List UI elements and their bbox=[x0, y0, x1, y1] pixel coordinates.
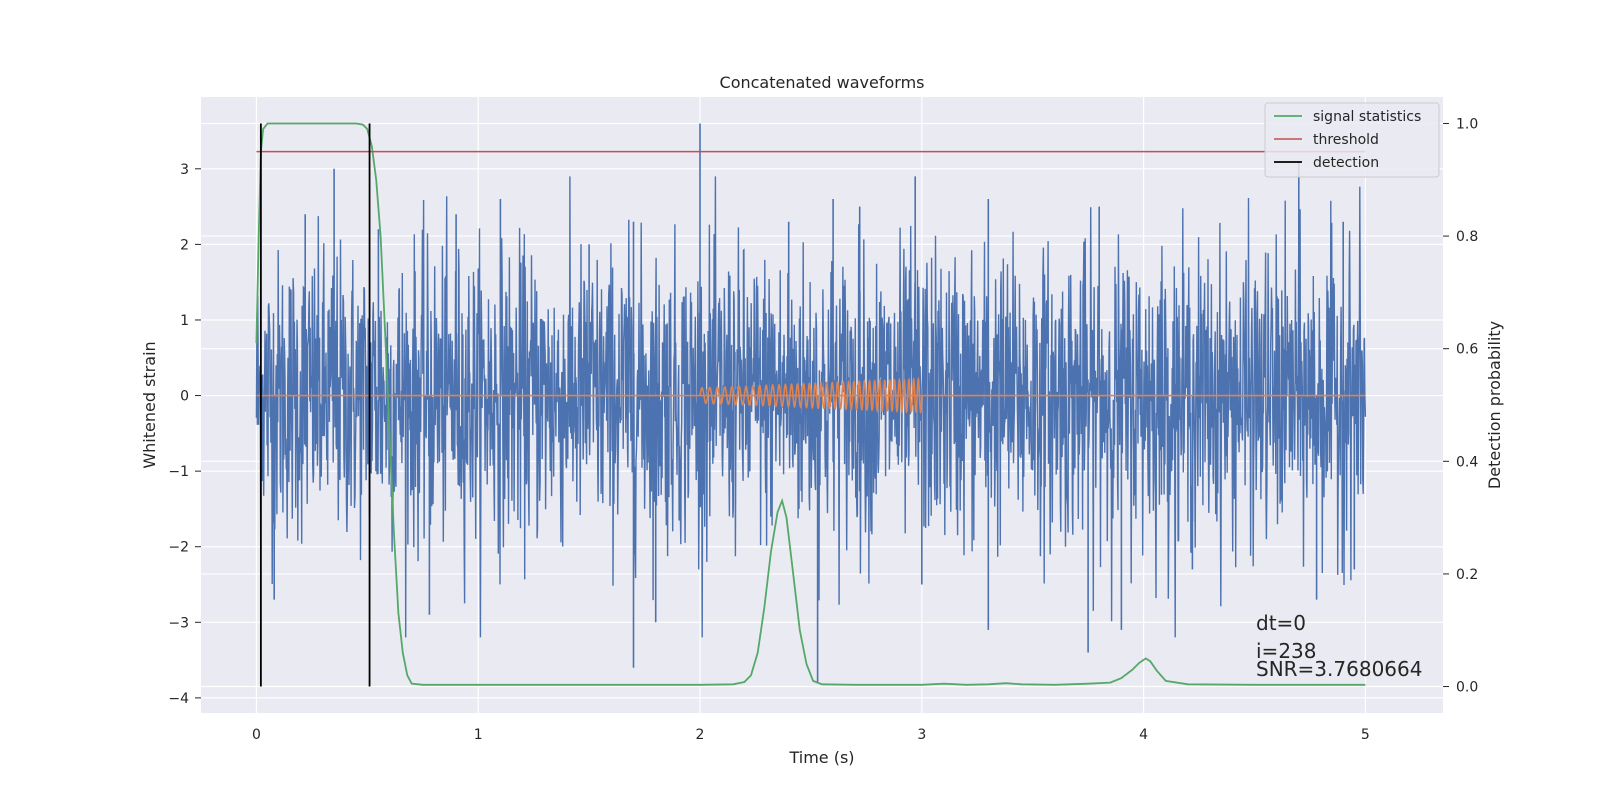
x-tick-label: 4 bbox=[1139, 727, 1148, 743]
y2-tick-label: 1.0 bbox=[1456, 116, 1478, 132]
y2-tick-label: 0.4 bbox=[1456, 454, 1478, 470]
y-tick-label: 3 bbox=[180, 162, 189, 178]
legend: signal statistics threshold detection bbox=[1264, 102, 1440, 178]
annotation-dt: dt=0 bbox=[1256, 611, 1306, 635]
chart-title: Concatenated waveforms bbox=[720, 73, 925, 92]
legend-label-detection: detection bbox=[1313, 155, 1379, 171]
x-tick-label: 3 bbox=[917, 727, 926, 743]
y2-tick-label: 0.8 bbox=[1456, 229, 1478, 245]
y-tick-label: −3 bbox=[168, 615, 189, 631]
x-axis-label: Time (s) bbox=[788, 748, 854, 767]
y-tick-label: 1 bbox=[180, 313, 189, 329]
y-tick-label: 0 bbox=[180, 389, 189, 405]
x-axis-ticks: 0 1 2 3 4 5 bbox=[252, 727, 1370, 743]
x-tick-label: 0 bbox=[252, 727, 261, 743]
y2-tick-label: 0.2 bbox=[1456, 567, 1478, 583]
series-detection bbox=[259, 123, 371, 687]
x-tick-label: 2 bbox=[696, 727, 705, 743]
series-whitened-strain-peaks bbox=[273, 123, 1356, 683]
y2-tick-label: 0.6 bbox=[1456, 342, 1478, 358]
y2-axis-label: Detection probability bbox=[1485, 321, 1504, 489]
annotation-index: i=238 bbox=[1256, 639, 1317, 663]
annotation-snr: SNR=3.7680664 bbox=[1256, 657, 1422, 681]
y-tick-label: −2 bbox=[168, 540, 189, 556]
series-signal-statistics bbox=[255, 122, 1366, 686]
y2-axis-ticks: 0.0 0.2 0.4 0.6 0.8 1.0 bbox=[1443, 116, 1478, 696]
legend-box bbox=[1264, 102, 1440, 178]
legend-label-threshold: threshold bbox=[1313, 132, 1379, 148]
legend-label-signal-statistics: signal statistics bbox=[1313, 109, 1421, 125]
y2-tick-label: 0.0 bbox=[1456, 680, 1478, 696]
y-axis-ticks: −4 −3 −2 −1 0 1 2 3 bbox=[168, 162, 201, 707]
x-tick-label: 5 bbox=[1361, 727, 1370, 743]
y-tick-label: −1 bbox=[168, 464, 189, 480]
y-axis-label: Whitened strain bbox=[140, 341, 159, 468]
series-injected-waveform bbox=[699, 376, 923, 415]
y-tick-label: 2 bbox=[180, 237, 189, 253]
series-whitened-strain bbox=[255, 176, 1367, 638]
y-tick-label: −4 bbox=[168, 691, 189, 707]
x-tick-label: 1 bbox=[474, 727, 483, 743]
